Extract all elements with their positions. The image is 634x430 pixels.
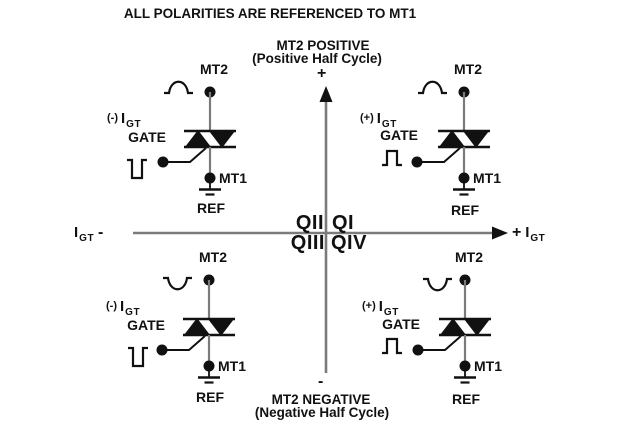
mt1-terminal-label: MT1 [474, 358, 502, 374]
gate-label: GATE [380, 127, 418, 143]
igt-axis-right-label: + IGT [512, 224, 546, 244]
gate-current-polarity-label: (-) IGT [106, 298, 141, 318]
positive-pulse-icon [380, 337, 404, 355]
quadrant-label-q4: QIV [331, 232, 367, 254]
positive-half-cycle-label: (Positive Half Cycle) [252, 51, 382, 66]
mt2-terminal-label: MT2 [454, 61, 482, 77]
negative-half-cycle-icon [161, 276, 194, 291]
ref-label: REF [451, 202, 479, 218]
negative-pulse-icon [126, 346, 150, 368]
quadrant-label-q2: QII [295, 212, 324, 234]
negative-pulse-icon [125, 158, 149, 180]
up-arrowhead-icon [319, 86, 333, 102]
quadrant-label-q3: QIII [290, 232, 325, 254]
negative-half-cycle-icon [421, 277, 454, 292]
mt2-negative-label: MT2 NEGATIVE [271, 392, 371, 407]
mt1-terminal-label: MT1 [219, 170, 247, 186]
mt1-terminal-label: MT1 [218, 358, 246, 374]
quadrant-label-q1: QI [332, 212, 355, 234]
gate-current-polarity-label: (+) IGT [362, 298, 399, 318]
mt1-terminal-label: MT1 [473, 170, 501, 186]
positive-pulse-icon [380, 149, 404, 167]
gate-current-polarity-label: (+) IGT [360, 110, 397, 130]
mt2-terminal-label: MT2 [199, 249, 227, 265]
gate-current-polarity-label: (-) IGT [107, 110, 142, 130]
igt-axis-left-label: IGT - [74, 224, 104, 244]
ref-label: REF [452, 391, 480, 407]
axis-plus-sign: + [317, 65, 327, 82]
ref-label: REF [197, 200, 225, 216]
positive-half-cycle-icon [162, 80, 195, 95]
mt2-terminal-label: MT2 [455, 249, 483, 265]
negative-half-cycle-label: (Negative Half Cycle) [254, 405, 390, 420]
gate-label: GATE [127, 317, 165, 333]
diagram-title: ALL POLARITIES ARE REFERENCED TO MT1 [123, 6, 417, 21]
right-arrowhead-icon [492, 226, 508, 240]
gate-label: GATE [128, 129, 166, 145]
mt2-positive-label: MT2 POSITIVE [276, 38, 370, 53]
axis-minus-sign: - [318, 373, 324, 390]
mt2-terminal-label: MT2 [200, 61, 228, 77]
positive-half-cycle-icon [416, 80, 449, 95]
igt-axes [133, 86, 508, 373]
gate-label: GATE [382, 316, 420, 332]
ref-label: REF [196, 389, 224, 405]
